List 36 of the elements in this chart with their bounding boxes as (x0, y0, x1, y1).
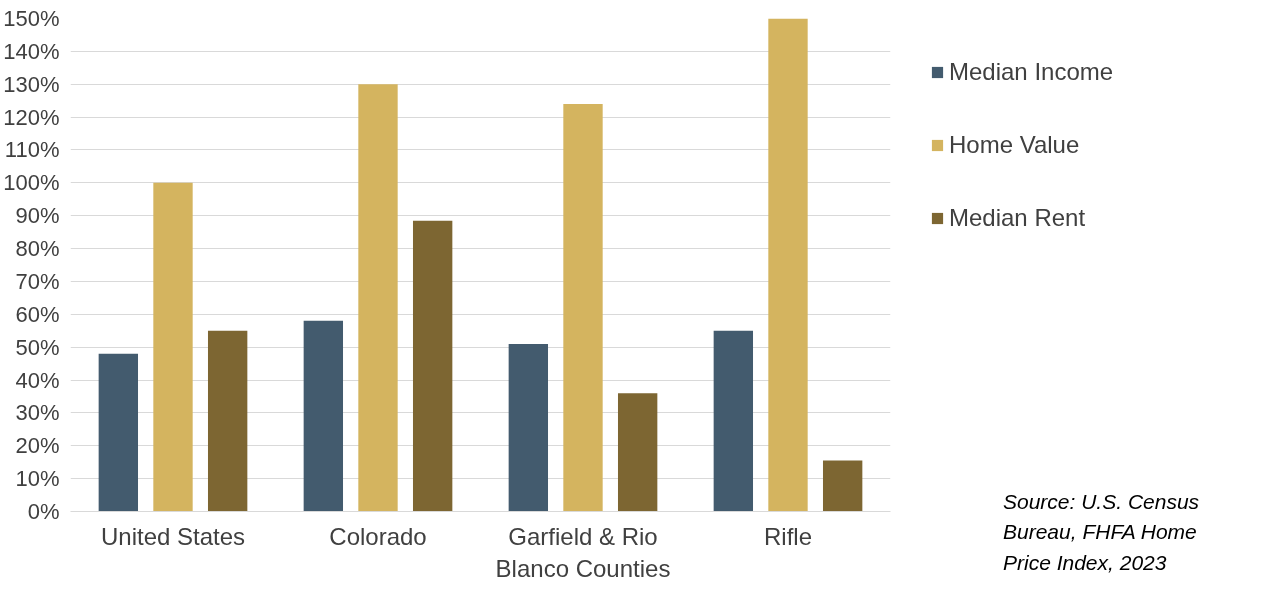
y-tick-label: 150% (3, 6, 60, 31)
bar (768, 18, 808, 512)
x-tick-label: Colorado (329, 522, 427, 550)
y-tick-label: 50% (15, 334, 60, 360)
y-tick-label: 0% (27, 499, 60, 524)
y-tick-label: 90% (15, 203, 60, 229)
x-tick-label: Garfield & Rio Blanco Counties (495, 522, 671, 582)
source-note: Source: U.S. Census Bureau, FHFA Home Price Index, 2023 (1003, 489, 1200, 576)
y-tick-label: 10% (15, 466, 60, 492)
x-tick-label: United States (100, 522, 246, 550)
bar (153, 182, 193, 512)
bar (617, 393, 658, 512)
y-tick-label: 110% (4, 137, 60, 163)
y-tick-label: 40% (15, 367, 60, 393)
bar (563, 103, 603, 512)
bar (207, 330, 248, 512)
legend-label: Median Income (949, 58, 1114, 86)
y-tick-label: 120% (3, 104, 60, 130)
y-tick-label: 30% (15, 400, 60, 426)
y-tick-label: 70% (15, 268, 60, 294)
legend-label: Median Rent (949, 204, 1086, 232)
bar (713, 330, 754, 512)
x-tick-label: Rifle (763, 522, 813, 550)
bar (358, 84, 398, 512)
bar (822, 460, 863, 512)
y-tick-label: 20% (15, 433, 60, 459)
y-tick-label: 60% (15, 301, 60, 327)
bar (508, 343, 549, 512)
y-tick-label: 100% (3, 170, 60, 196)
bar (303, 320, 344, 512)
y-tick-label: 130% (3, 71, 60, 97)
y-tick-label: 80% (15, 236, 60, 262)
bar (412, 220, 453, 512)
legend-label: Home Value (949, 131, 1080, 159)
bar (98, 353, 139, 512)
y-tick-label: 140% (3, 38, 60, 64)
